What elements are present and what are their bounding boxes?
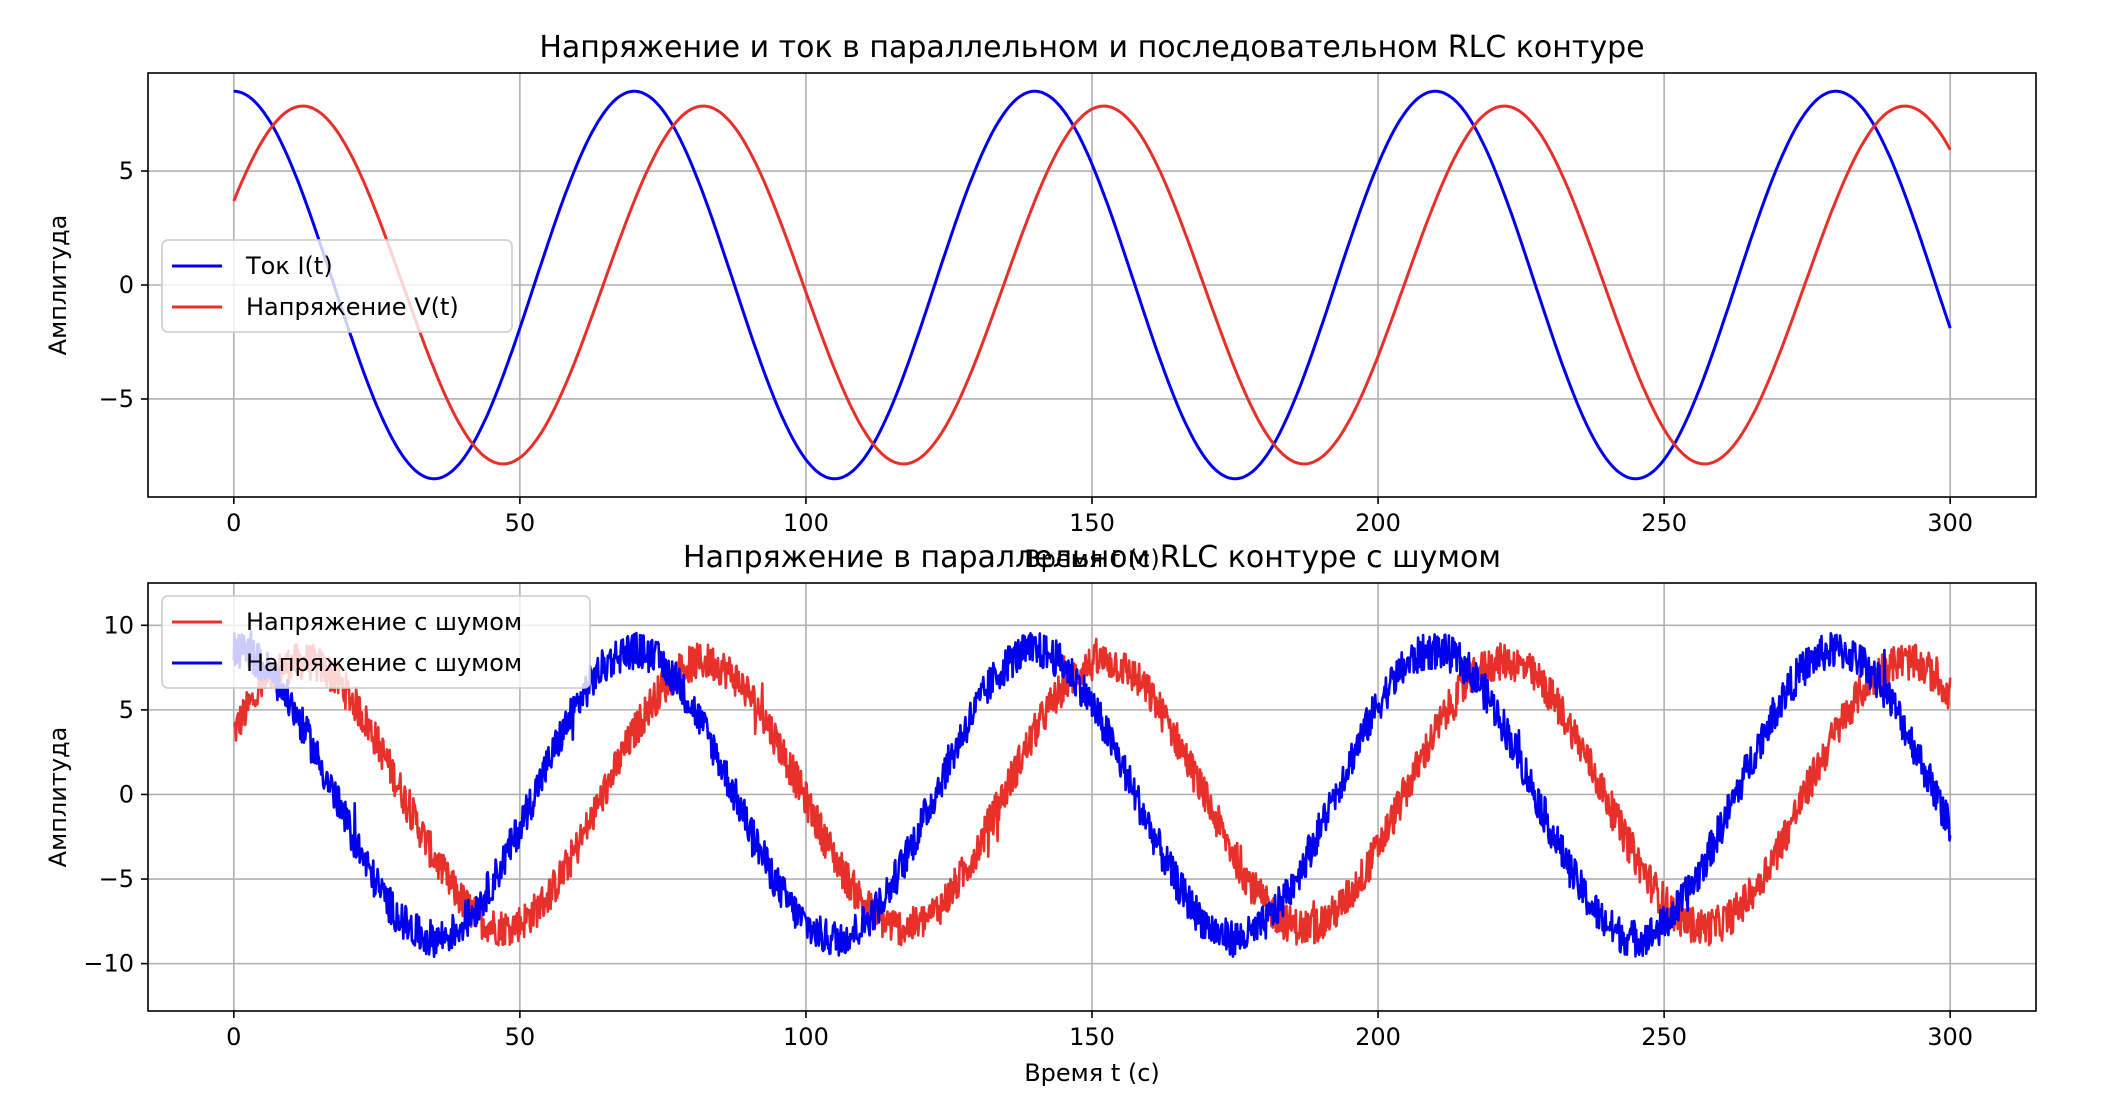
y-tick-label: 10 <box>103 611 134 639</box>
x-tick-label: 300 <box>1927 509 1973 537</box>
ticks-2: 0 50 100 150 200 250 300 −10 −5 0 5 10 <box>83 611 1973 1051</box>
series-1 <box>232 89 1952 481</box>
y-tick-label: −10 <box>83 950 134 978</box>
x-tick-label: 150 <box>1069 1023 1115 1051</box>
ticks-1: 0 50 100 150 200 250 300 −5 0 5 <box>99 157 1973 537</box>
x-tick-label: 150 <box>1069 509 1115 537</box>
x-tick-label: 250 <box>1641 509 1687 537</box>
chart-title-2: Напряжение в параллельном RLC контуре с … <box>683 540 1501 575</box>
y-tick-label: 0 <box>119 780 134 808</box>
x-tick-label: 100 <box>783 1023 829 1051</box>
x-tick-label: 0 <box>226 1023 241 1051</box>
x-tick-label: 100 <box>783 509 829 537</box>
y-axis-label-2: Амплитуда <box>44 727 72 868</box>
grid-2 <box>148 583 2036 1011</box>
x-tick-label: 200 <box>1355 509 1401 537</box>
x-axis-label-2: Время t (с) <box>1024 1059 1160 1087</box>
legend-box-1 <box>161 239 513 333</box>
y-tick-label: −5 <box>99 865 134 893</box>
series-line-1 <box>232 630 1952 959</box>
legend-1: Ток I(t) Напряжение V(t) <box>161 239 513 333</box>
legend-label-voltage: Напряжение V(t) <box>246 293 459 321</box>
chart-title-1: Напряжение и ток в параллельном и послед… <box>539 30 1644 65</box>
x-tick-label: 300 <box>1927 1023 1973 1051</box>
series-line-0 <box>233 89 1952 481</box>
x-tick-label: 250 <box>1641 1023 1687 1051</box>
legend-label-noisy-blue: Напряжение с шумом <box>246 649 522 677</box>
x-tick-label: 50 <box>505 509 536 537</box>
y-axis-label-1: Амплитуда <box>44 215 72 356</box>
series-2 <box>232 630 1952 959</box>
x-axis-label-1: Время t (с) <box>1024 545 1160 573</box>
y-tick-label: 5 <box>119 696 134 724</box>
grid-1 <box>148 73 2036 497</box>
subplot-2: 0 50 100 150 200 250 300 −10 −5 0 5 10 Напряжение в… <box>44 540 2037 1087</box>
legend-2: Напряжение с шумом Напряжение с шумом <box>161 595 591 689</box>
x-tick-label: 50 <box>505 1023 536 1051</box>
series-line-1 <box>232 104 1952 466</box>
y-tick-label: −5 <box>99 385 134 413</box>
x-tick-label: 0 <box>226 509 241 537</box>
legend-label-current: Ток I(t) <box>245 252 333 280</box>
legend-box-2 <box>161 595 591 689</box>
y-tick-label: 0 <box>119 271 134 299</box>
x-tick-label: 200 <box>1355 1023 1401 1051</box>
subplot-1: 0 50 100 150 200 250 300 −5 0 5 Напряжение и ток … <box>44 30 2037 573</box>
y-tick-label: 5 <box>119 157 134 185</box>
legend-label-noisy-red: Напряжение с шумом <box>246 608 522 636</box>
